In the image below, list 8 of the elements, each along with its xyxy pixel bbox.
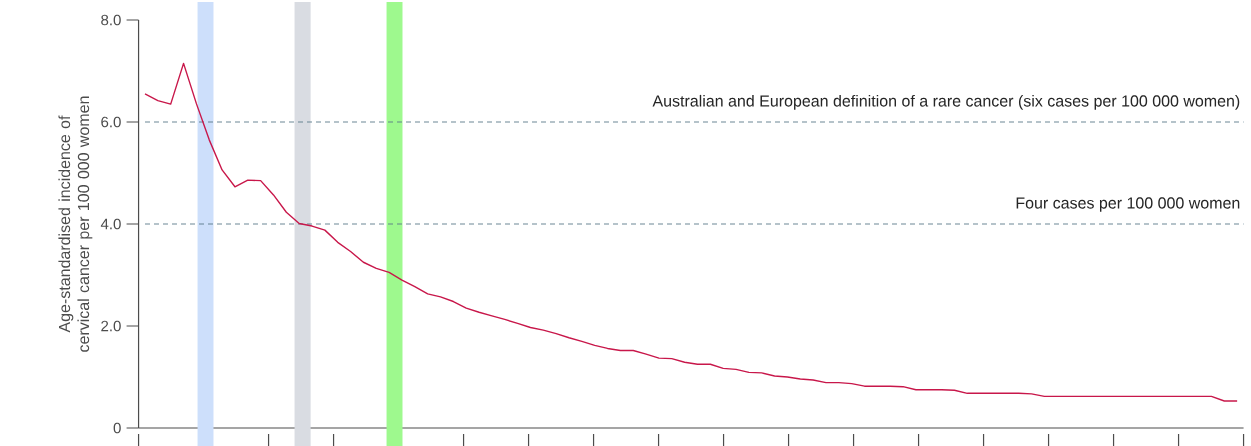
y-tick-label: 2.0 [101,320,121,332]
y-tick-label: 0 [113,422,121,434]
y-tick-label: 4.0 [100,218,121,230]
ref-line-label: Four cases per 100 000 women [1016,197,1240,212]
y-tick-label: 6.0 [101,116,121,128]
y-axis-title: Age-standardised incidence of cervical cancer per 100 000 women [58,96,93,352]
y-tick-label: 8.0 [101,14,121,26]
ref-line-label: Australian and European definition of a rare cancer (six cases per 100 000 women) [652,94,1240,110]
